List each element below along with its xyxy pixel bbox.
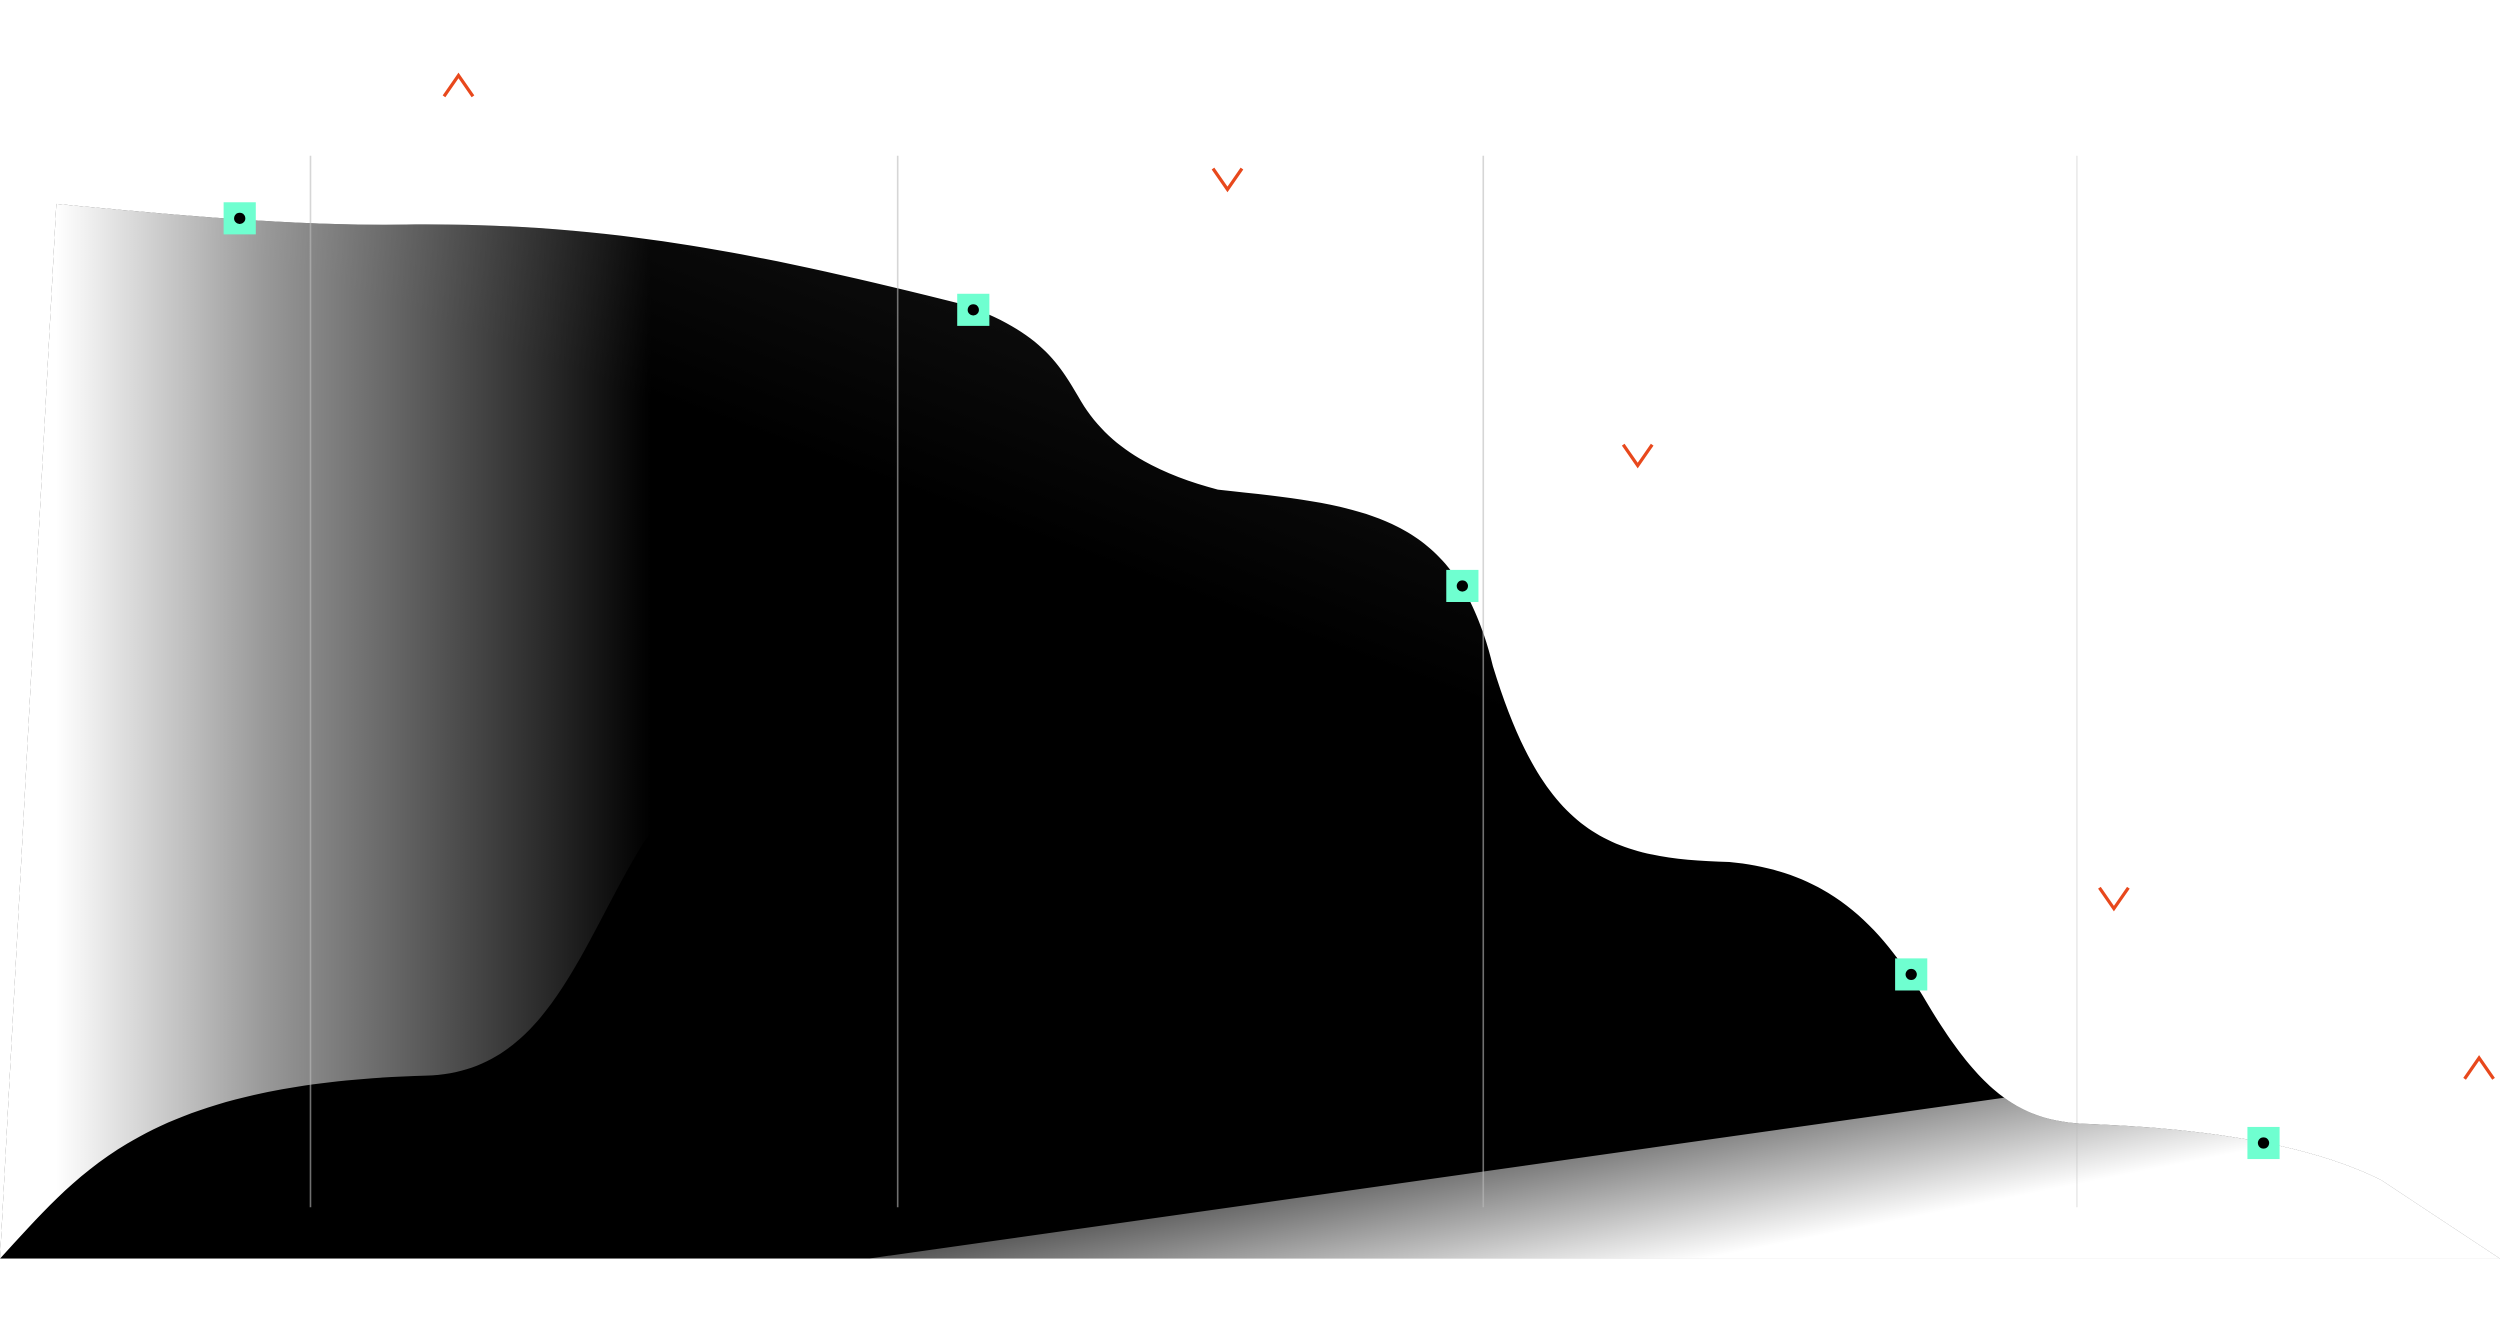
marker bbox=[1895, 958, 1928, 991]
chevron-down bbox=[1211, 167, 1244, 193]
chevron-down bbox=[1621, 443, 1654, 469]
chevron-down bbox=[2098, 886, 2130, 912]
markers bbox=[223, 202, 2280, 1160]
marker bbox=[1446, 569, 1479, 602]
chevrons bbox=[442, 72, 2495, 1080]
chevron-up bbox=[442, 72, 475, 98]
marker bbox=[957, 293, 990, 326]
chevron-up bbox=[2463, 1055, 2495, 1080]
inner-blob bbox=[0, 802, 676, 1259]
marker bbox=[2247, 1126, 2280, 1160]
grid bbox=[309, 155, 2078, 1208]
marker bbox=[223, 202, 256, 235]
